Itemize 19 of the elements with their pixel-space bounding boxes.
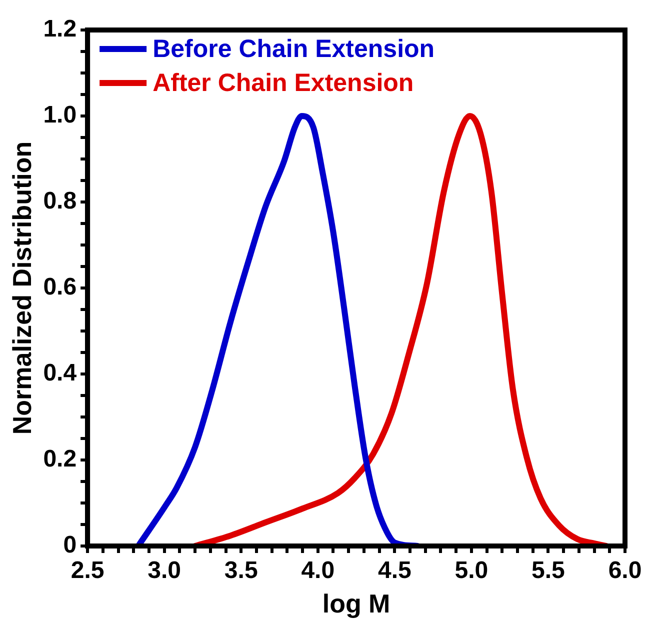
x-tick-label: 5.0 [454,557,488,584]
y-tick-label: 0.6 [43,274,77,301]
y-tick-label: 0.8 [43,188,77,215]
y-axis-title: Normalized Distribution [6,141,37,435]
x-tick-label: 3.5 [224,557,258,584]
x-tick-label: 2.5 [70,557,104,584]
y-tick-label: 0 [63,532,77,559]
x-tick-label: 4.0 [301,557,335,584]
x-tick-label: 5.5 [532,557,565,584]
legend-label: Before Chain Extension [152,34,435,63]
x-tick-label: 4.5 [378,557,412,584]
y-tick-label: 0.2 [43,446,77,473]
y-tick-label: 1.0 [43,102,77,129]
x-axis-title: log M [322,588,390,619]
legend-label: After Chain Extension [152,68,414,97]
y-tick-label: 0.4 [43,360,78,387]
x-tick-label: 3.0 [148,557,182,584]
y-tick-label: 1.2 [43,16,77,43]
x-tick-label: 6.0 [608,557,642,584]
